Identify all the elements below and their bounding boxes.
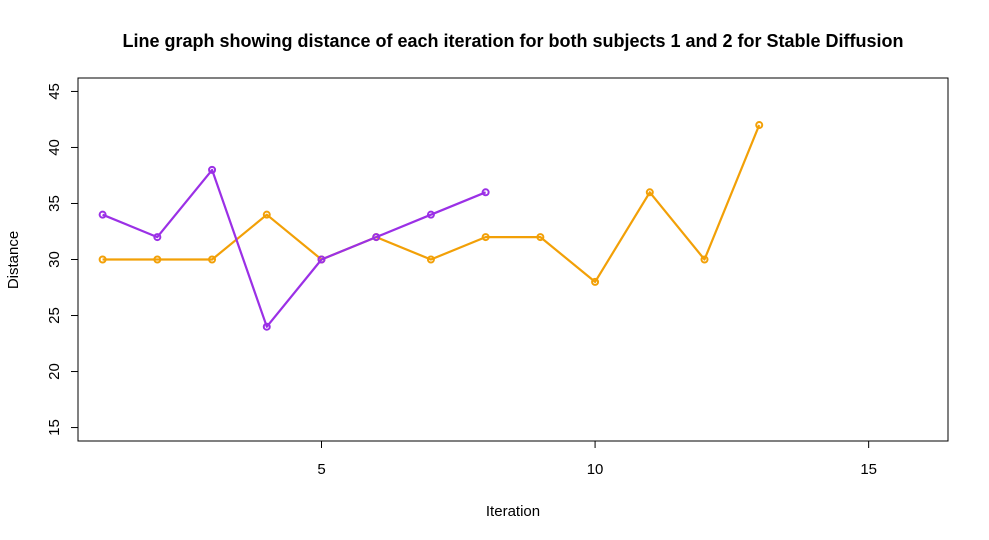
y-axis: 15 20 25 30 35 40 45: [46, 83, 78, 436]
y-tick-label: 30: [46, 251, 63, 268]
data-point: [372, 233, 381, 242]
data-point: [481, 188, 490, 197]
y-tick-label: 25: [46, 307, 63, 324]
data-point: [755, 121, 764, 130]
data-point: [98, 210, 107, 219]
x-tick-label: 15: [860, 461, 877, 478]
x-axis-label: Iteration: [486, 503, 540, 520]
data-point: [700, 255, 709, 264]
series-layer: [98, 121, 764, 331]
series-line: [102, 168, 487, 328]
data-point: [208, 165, 217, 174]
series-2: [98, 121, 764, 286]
data-point: [426, 210, 435, 219]
y-tick-label: 40: [46, 139, 63, 156]
data-point: [262, 210, 271, 219]
data-point: [98, 255, 107, 264]
y-tick-label: 15: [46, 419, 63, 436]
y-tick-label: 35: [46, 195, 63, 212]
data-point: [317, 255, 326, 264]
data-point: [153, 233, 162, 242]
data-point: [426, 255, 435, 264]
y-axis-label: Distance: [5, 231, 22, 289]
data-point: [153, 255, 162, 264]
chart-title: Line graph showing distance of each iter…: [122, 31, 903, 51]
x-axis: 5 10 15: [317, 441, 877, 478]
data-point: [536, 233, 545, 242]
data-point: [481, 233, 490, 242]
data-point: [645, 188, 654, 197]
series-1: [98, 165, 490, 331]
data-point: [208, 255, 217, 264]
x-tick-label: 5: [317, 461, 325, 478]
series-line: [102, 124, 761, 283]
x-tick-label: 10: [587, 461, 604, 478]
data-point: [262, 322, 271, 331]
data-point: [591, 277, 600, 286]
y-tick-label: 45: [46, 83, 63, 100]
y-tick-label: 20: [46, 363, 63, 380]
